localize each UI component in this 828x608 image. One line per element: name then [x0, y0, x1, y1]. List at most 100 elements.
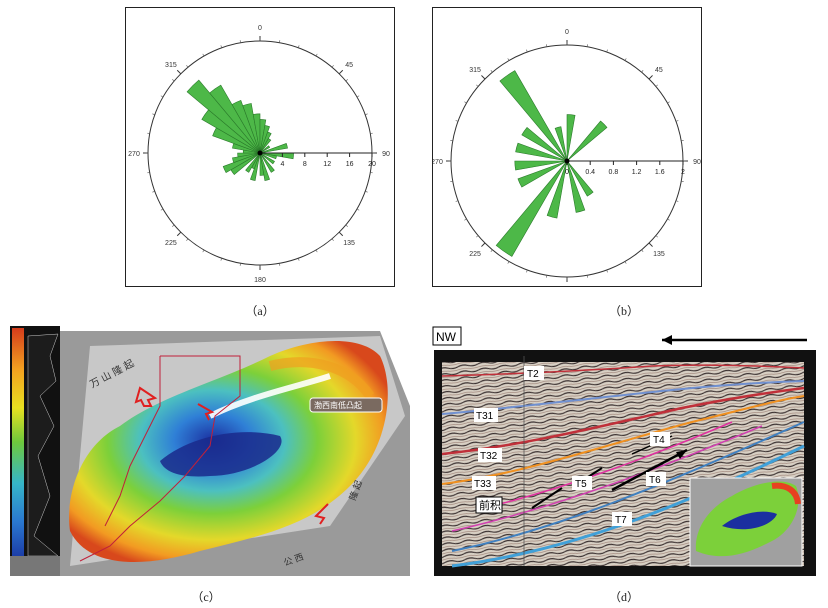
rose-petal: [259, 138, 272, 154]
bearing-tick: [338, 69, 344, 75]
minor-tick: [455, 120, 459, 122]
minor-tick: [365, 191, 368, 193]
bearing-label-135: 135: [653, 251, 665, 258]
bearing-label-225: 225: [469, 251, 481, 258]
rose-petal: [222, 152, 261, 174]
rose-petal: [566, 160, 586, 213]
rose-petal: [499, 70, 568, 162]
bearing-label-270: 270: [433, 159, 443, 166]
rose-petal: [259, 152, 265, 176]
bearing-label-180: 180: [254, 277, 266, 284]
minor-tick: [476, 84, 479, 87]
rose-petal: [566, 114, 576, 162]
minor-tick: [464, 101, 467, 104]
red-arrow-1: [134, 386, 158, 407]
label-progradation: 前积: [479, 498, 501, 512]
minor-tick: [186, 65, 189, 68]
minor-tick: [490, 70, 493, 73]
bearing-label-90: 90: [693, 159, 701, 166]
bearing-tick: [648, 242, 653, 247]
nw-box: [432, 326, 462, 346]
rose-petal: [242, 103, 261, 154]
direction-arrowhead: [662, 335, 672, 345]
bearing-tick: [481, 75, 486, 80]
bearing-label-315: 315: [165, 62, 177, 69]
rose-petal: [259, 152, 275, 173]
boundary-line: [79, 355, 241, 562]
label-T5: T5: [575, 479, 587, 490]
minor-tick: [507, 261, 510, 264]
rose-petal: [231, 99, 261, 154]
horizon-T4: [491, 421, 733, 507]
label-T31: T31: [476, 411, 494, 422]
bearing-label-315: 315: [469, 67, 481, 74]
minor-tick: [365, 113, 368, 115]
rose-petal: [566, 160, 594, 197]
rose-petal: [566, 120, 608, 162]
minor-tick: [356, 208, 360, 211]
minor-tick: [345, 79, 348, 82]
minor-tick: [298, 258, 300, 261]
seismic-section-d: NW T2 T31 T32 T33 T4: [432, 326, 818, 578]
minor-tick: [220, 45, 222, 48]
minor-tick: [345, 224, 348, 227]
minor-tick: [315, 53, 318, 57]
radial-tick-label: 4: [280, 161, 284, 168]
minor-tick: [331, 65, 334, 68]
rose-petal: [252, 113, 261, 154]
bearing-label-45: 45: [655, 67, 663, 74]
radial-tick-label: 0.4: [585, 169, 595, 176]
radial-tick-label: 12: [323, 161, 331, 168]
radial-tick-label: 1.2: [632, 169, 642, 176]
label-T2: T2: [527, 369, 539, 380]
minor-tick: [675, 120, 679, 122]
rose-center: [257, 150, 263, 156]
minor-tick: [476, 235, 479, 238]
minor-tick: [160, 208, 164, 211]
horizon-T31: [441, 380, 805, 415]
bearing-tick: [481, 242, 486, 247]
rose-petal: [242, 149, 261, 154]
minor-tick: [202, 249, 205, 253]
rose-diagram-a: 0 45 90 135 180 225 270 315 4 8 12 16 20: [128, 25, 390, 284]
minor-tick: [298, 45, 300, 48]
boundary-line-2: [104, 356, 161, 527]
bearing-tick: [648, 75, 653, 80]
minor-tick: [655, 235, 658, 238]
label-T4: T4: [653, 435, 665, 446]
rose-petal: [514, 160, 568, 171]
radial-tick-label: 20: [368, 161, 376, 168]
rose-petal: [259, 152, 277, 160]
radial-tick-label: 1.6: [655, 169, 665, 176]
rose-petal: [186, 79, 261, 154]
rose-petal: [495, 160, 568, 257]
inset-map-high: [771, 482, 801, 505]
minor-tick: [220, 258, 222, 261]
minor-tick: [641, 70, 644, 73]
callout-label: 渤西南低凸起: [314, 400, 362, 410]
horizon-T6: [451, 421, 805, 552]
rose-petal: [517, 160, 568, 188]
horizon-T33: [441, 395, 805, 485]
bearing-tick: [176, 69, 182, 75]
rose-petal: [515, 142, 568, 162]
rose-center: [564, 158, 570, 164]
bearing-tick: [176, 231, 182, 237]
inset-map-low: [722, 511, 777, 530]
caption-b: （b）: [608, 304, 639, 318]
label-T6: T6: [649, 475, 661, 486]
seismic-svg: NW T2 T31 T32 T33 T4: [432, 326, 818, 578]
rose-petal: [259, 152, 270, 181]
radial-tick-label: 16: [346, 161, 354, 168]
bearing-label-90: 90: [382, 151, 390, 158]
minor-tick: [356, 95, 360, 98]
rose-petal: [237, 152, 261, 158]
structure-map-c: 万 山 隆 起 渤西南低凸起 隆 起 公 西: [10, 326, 410, 576]
red-arrow-3: [314, 503, 329, 525]
rose-petal: [245, 152, 261, 173]
legend-footer: [10, 556, 60, 576]
minor-tick: [464, 218, 467, 221]
caption-d: （d）: [608, 590, 639, 604]
bearing-label-0: 0: [565, 29, 569, 36]
minor-tick: [641, 249, 644, 252]
